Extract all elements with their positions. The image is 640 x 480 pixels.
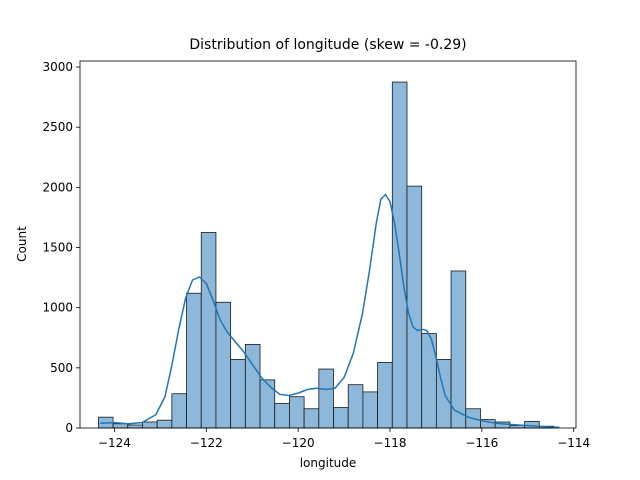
- histogram-bar: [406, 185, 423, 429]
- histogram-bar: [318, 368, 334, 429]
- kde-curve-group: [100, 193, 560, 429]
- histogram-bar: [156, 419, 173, 429]
- axes-frame: [79, 60, 577, 429]
- histogram-bar: [200, 232, 217, 429]
- y-tick-label: 2000: [42, 180, 73, 194]
- kde-curve: [100, 193, 560, 429]
- histogram-bar: [303, 408, 320, 429]
- histogram-bar: [215, 301, 232, 429]
- histogram-bar: [377, 362, 393, 429]
- x-tick-label: −116: [465, 436, 498, 450]
- histogram-bar: [524, 420, 540, 429]
- y-axis-label: Count: [15, 226, 29, 262]
- x-tick-label: −118: [374, 436, 407, 450]
- x-tick-label: −124: [98, 436, 131, 450]
- histogram-bar: [274, 402, 290, 429]
- histogram-bar: [127, 424, 143, 429]
- histogram-bar: [186, 292, 202, 429]
- y-axis-ticks: 0 500 1000 1500 2000 2500 3000: [42, 60, 80, 435]
- histogram-bar: [362, 391, 379, 429]
- plot-area: [79, 60, 577, 429]
- histogram-bar: [230, 359, 246, 429]
- histogram-bar: [259, 379, 276, 429]
- chart-title: Distribution of longitude (skew = -0.29): [189, 37, 466, 53]
- histogram-bar: [333, 407, 349, 429]
- y-tick-label: 1500: [42, 241, 73, 255]
- y-tick-label: 500: [50, 361, 73, 375]
- y-tick-label: 0: [65, 421, 73, 435]
- y-tick-label: 1000: [42, 301, 73, 315]
- histogram-bar: [142, 421, 158, 429]
- histogram-bar: [112, 423, 129, 429]
- histogram-bar: [347, 384, 364, 429]
- x-axis-ticks: −124 −122 −120 −118 −116 −114: [98, 428, 590, 450]
- histogram-bar: [450, 270, 467, 429]
- x-tick-label: −122: [190, 436, 223, 450]
- x-axis-label: longitude: [300, 456, 357, 470]
- x-tick-label: −120: [282, 436, 315, 450]
- histogram-bar: [289, 396, 305, 429]
- histogram-bars: [97, 81, 555, 429]
- y-tick-label: 2500: [42, 120, 73, 134]
- y-tick-label: 3000: [42, 60, 73, 74]
- histogram-bar: [171, 393, 187, 429]
- x-tick-label: −114: [557, 436, 590, 450]
